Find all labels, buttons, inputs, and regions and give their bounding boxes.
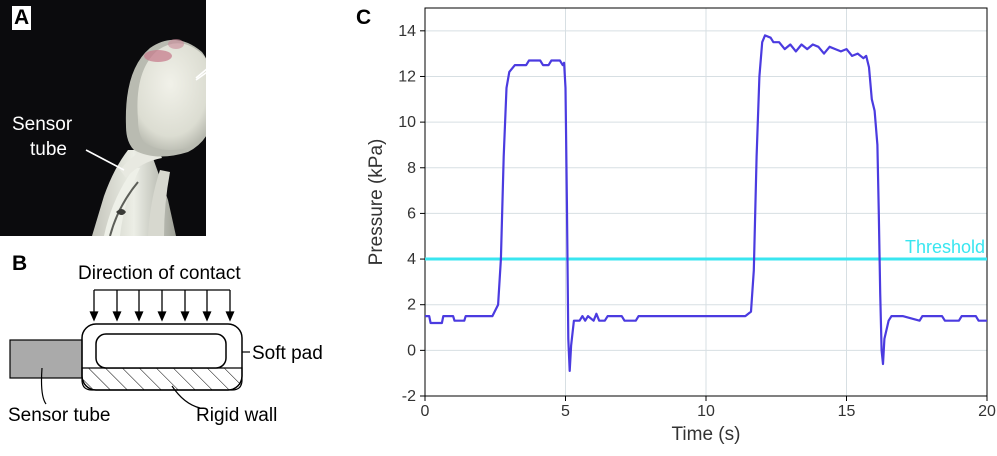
label-sensor-tube-line1: Sensor (12, 114, 73, 135)
label-soft-pad: Soft pad (252, 343, 323, 364)
contact-arrowhead (202, 311, 212, 322)
y-tick-label: 6 (407, 205, 416, 222)
x-axis-label: Time (s) (672, 424, 741, 445)
label-direction-of-contact: Direction of contact (78, 263, 241, 284)
contact-arrowhead (157, 311, 167, 322)
contact-arrowhead (112, 311, 122, 322)
soft-pad-chamber (95, 333, 227, 369)
contact-arrowhead (134, 311, 144, 322)
chart-ticks: 0 5 10 15 20 -2 0 2 4 6 8 10 12 14 (398, 23, 996, 420)
contact-arrowhead (89, 311, 99, 322)
x-tick-label: 5 (561, 403, 570, 420)
y-tick-label: 10 (398, 114, 416, 131)
sensor-tube-shape (9, 339, 83, 379)
x-tick-label: 15 (838, 403, 856, 420)
x-tick-label: 0 (421, 403, 430, 420)
sensor-photo: Sensor tube (0, 0, 206, 236)
contact-arrowhead (180, 311, 190, 322)
y-tick-label: 0 (407, 342, 416, 359)
label-rigid-wall: Rigid wall (196, 405, 277, 426)
panel-letter-a: A (12, 6, 32, 30)
x-tick-label: 10 (697, 403, 715, 420)
pressure-chart: 0 5 10 15 20 -2 0 2 4 6 8 10 12 14 Threshold Time (s)… (366, 7, 996, 445)
panel-letter-c: C (356, 6, 372, 29)
y-tick-label: 8 (407, 160, 416, 177)
y-tick-label: 12 (398, 68, 416, 85)
label-sensor-pad-line1: Sensor (255, 10, 316, 31)
y-tick-label: 2 (407, 297, 416, 314)
contact-schematic: Direction of contact Soft pad Sensor tub… (8, 263, 323, 426)
panel-letter-b: B (12, 252, 28, 275)
rigid-wall-leader (171, 385, 201, 409)
soft-pad-outer (81, 323, 243, 391)
label-sensor-tube-line2: tube (30, 139, 67, 160)
contact-arrowhead (225, 311, 235, 322)
x-tick-label: 20 (978, 403, 996, 420)
y-tick-label: 14 (398, 23, 416, 40)
chart-grid (424, 8, 988, 397)
threshold-label: Threshold (905, 237, 985, 257)
y-tick-label: -2 (402, 388, 416, 405)
sensor-tube-leader (40, 367, 47, 405)
label-sensor-tube-b: Sensor tube (8, 405, 110, 426)
y-axis-label: Pressure (kPa) (366, 139, 387, 266)
contact-arrows (89, 289, 235, 322)
rigid-wall-shape (81, 367, 243, 391)
pressure-series-line (425, 34, 987, 372)
y-tick-label: 4 (407, 251, 416, 268)
label-sensor-pad-line2: pad (262, 36, 294, 57)
